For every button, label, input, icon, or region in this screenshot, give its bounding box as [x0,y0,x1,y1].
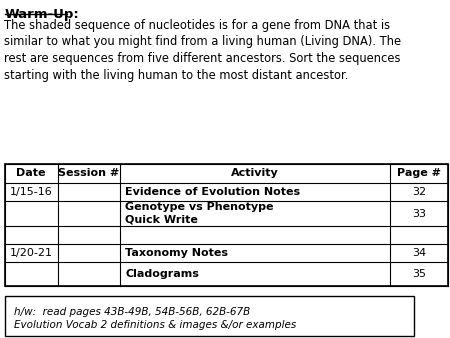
Text: Activity: Activity [231,168,279,178]
Text: 35: 35 [412,269,426,279]
Bar [4,164,448,286]
Text: Page #: Page # [397,168,441,178]
Text: 32: 32 [412,187,426,197]
Text: Taxonomy Notes: Taxonomy Notes [125,248,228,258]
Text: 1/15-16: 1/15-16 [10,187,53,197]
Text: Evolution Vocab 2 definitions & images &/or examples: Evolution Vocab 2 definitions & images &… [14,320,296,331]
Text: Session #: Session # [58,168,119,178]
Text: Genotype vs Phenotype
Quick Write: Genotype vs Phenotype Quick Write [125,202,274,225]
Text: 33: 33 [412,209,426,219]
Text: Evidence of Evolution Notes: Evidence of Evolution Notes [125,187,300,197]
Text: 1/20-21: 1/20-21 [9,248,53,258]
Text: 34: 34 [412,248,426,258]
Text: The shaded sequence of nucleotides is for a gene from DNA that is
similar to wha: The shaded sequence of nucleotides is fo… [4,19,401,82]
Bar [4,296,414,336]
Text: h/w:  read pages 43B-49B, 54B-56B, 62B-67B: h/w: read pages 43B-49B, 54B-56B, 62B-67… [14,307,250,317]
Text: Cladograms: Cladograms [125,269,199,279]
Text: Warm-Up:: Warm-Up: [4,8,79,21]
Text: Date: Date [16,168,46,178]
